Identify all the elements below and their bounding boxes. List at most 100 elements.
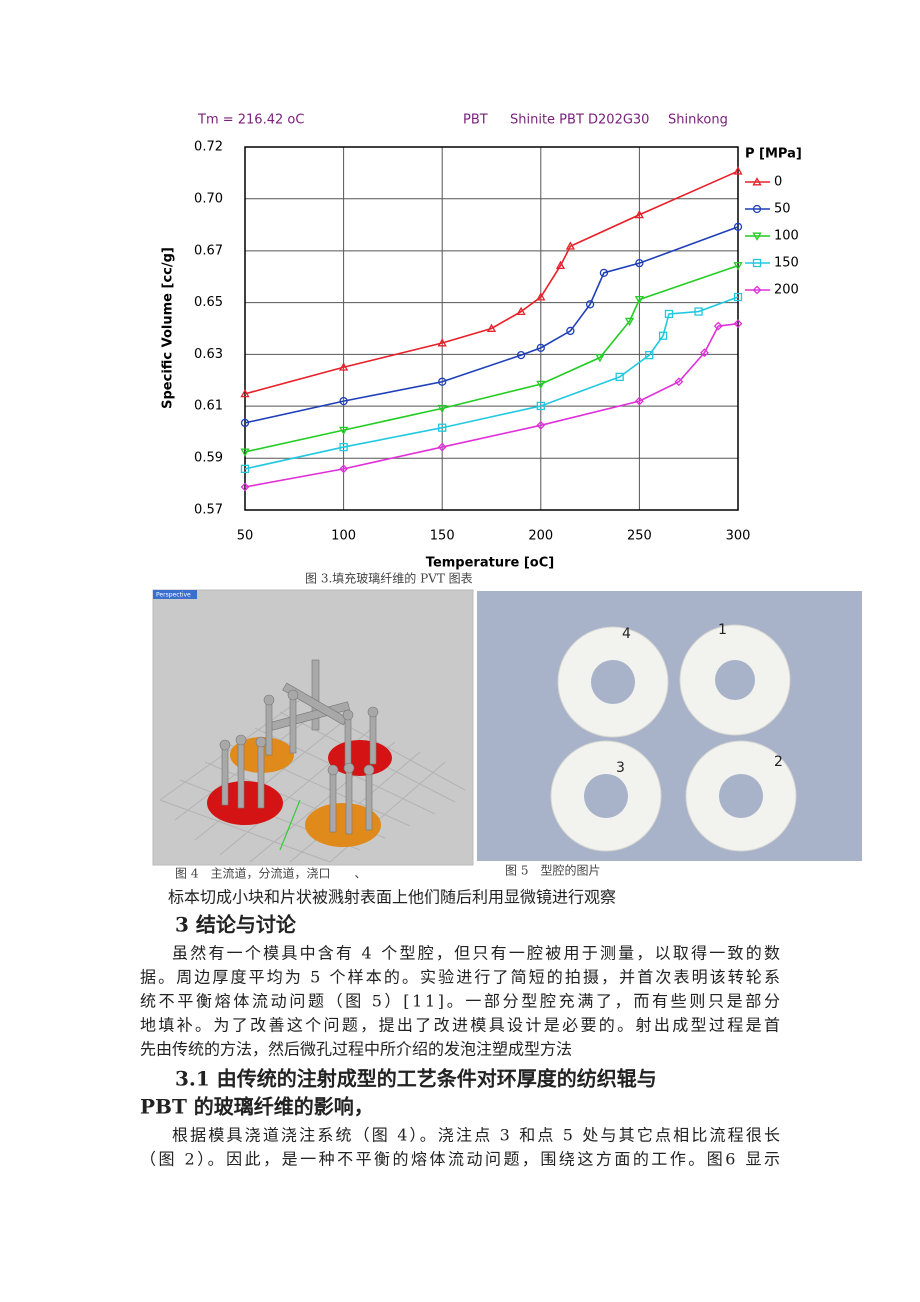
photo-label: 1 xyxy=(718,622,727,638)
marker xyxy=(565,241,575,250)
x-tick-label: 50 xyxy=(237,529,254,544)
y-tick-label: 0.65 xyxy=(194,295,223,310)
marker xyxy=(585,300,595,309)
marker xyxy=(536,380,546,389)
section-heading: PBT 的玻璃纤维的影响， xyxy=(140,1095,374,1119)
marker xyxy=(438,423,447,432)
paragraph-line: 虽然有一个模具中含有 4 个型腔，但只有一腔被用于测量，以取得一致的数 xyxy=(172,944,780,963)
marker xyxy=(536,401,545,411)
chart-header: PBT xyxy=(463,113,488,128)
photo-label: 3 xyxy=(616,760,625,776)
y-tick-label: 0.59 xyxy=(194,451,223,466)
marker xyxy=(599,268,609,277)
paragraph-line: 地填补。为了改善这个问题，提出了改进模具设计是必要的。射出成型过程是首 xyxy=(140,1016,780,1035)
marker xyxy=(752,204,762,214)
marker xyxy=(634,396,644,406)
chart-header: Shinite PBT D202G30 xyxy=(510,113,649,128)
legend-label: 0 xyxy=(774,175,782,190)
x-tick-label: 300 xyxy=(726,529,751,544)
section-heading: 3.1 由传统的注射成型的工艺条件对环厚度的纺织辊与 xyxy=(175,1067,657,1091)
series-line xyxy=(244,226,739,424)
marker xyxy=(595,354,605,363)
marker xyxy=(240,389,250,398)
marker xyxy=(536,343,545,353)
paragraph-line: 先由传统的方法，然后微孔过程中所介绍的发泡注塑成型方法 xyxy=(140,1040,572,1059)
marker xyxy=(645,350,654,360)
y-axis-title: Specific Volume [cc/g] xyxy=(161,247,176,409)
marker xyxy=(713,321,723,331)
marker xyxy=(240,464,250,474)
chart-header: Tm = 216.42 oC xyxy=(197,113,304,128)
marker xyxy=(615,372,624,382)
marker xyxy=(536,420,546,430)
figure-caption: 图 4 主流道，分流道，浇口 、 xyxy=(175,867,366,881)
x-axis-title: Temperature [oC] xyxy=(426,556,554,571)
legend-label: 150 xyxy=(774,256,799,271)
series-line xyxy=(244,322,739,488)
paragraph-line: 标本切成小块和片状被溅射表面上他们随后利用显微镜进行观察 xyxy=(168,888,616,907)
marker xyxy=(733,262,743,271)
marker xyxy=(339,442,348,452)
series-line xyxy=(244,296,739,470)
y-tick-label: 0.72 xyxy=(194,140,223,155)
marker xyxy=(437,404,447,414)
marker xyxy=(438,377,447,386)
marker xyxy=(486,323,497,332)
x-tick-label: 100 xyxy=(331,529,356,544)
marker xyxy=(516,306,526,316)
x-tick-label: 150 xyxy=(430,529,455,544)
viewport-label: Perspective xyxy=(156,592,191,599)
marker xyxy=(437,442,447,452)
photo-label: 2 xyxy=(774,754,783,770)
marker xyxy=(240,418,250,428)
section-heading: 3 结论与讨论 xyxy=(175,913,297,937)
marker xyxy=(752,177,762,186)
plot-frame xyxy=(244,146,739,511)
marker xyxy=(536,292,546,301)
marker xyxy=(566,326,575,336)
chart-header: Shinkong xyxy=(668,113,728,128)
paragraph-line: （图 2）。因此，是一种不平衡的熔体流动问题，围绕这方面的工作。图6 显示 xyxy=(140,1150,780,1169)
marker xyxy=(240,482,250,492)
marker xyxy=(658,331,668,340)
marker xyxy=(437,338,447,347)
y-tick-label: 0.63 xyxy=(194,347,223,362)
paragraph-line: 据。周边厚度平均为 5 个样本的。实验进行了简短的拍摄，并首次表明该转轮系 xyxy=(140,968,780,987)
legend-label: 200 xyxy=(774,283,799,298)
marker xyxy=(733,292,743,302)
marker xyxy=(700,348,709,358)
figure-caption: 图 5 型腔的图片 xyxy=(505,863,600,878)
legend-label: 50 xyxy=(774,202,791,217)
marker xyxy=(338,426,349,435)
marker xyxy=(694,307,703,316)
paragraph-line: 根据模具浇道浇注系统（图 4）。浇注点 3 和点 5 处与其它点相比流程很长 xyxy=(172,1126,780,1145)
photo-label: 4 xyxy=(622,626,631,642)
marker xyxy=(635,259,644,268)
y-tick-label: 0.67 xyxy=(194,243,223,258)
legend-label: 100 xyxy=(774,229,799,244)
marker xyxy=(634,296,645,305)
marker xyxy=(664,309,674,319)
marker xyxy=(752,258,762,268)
y-tick-label: 0.61 xyxy=(194,399,223,414)
series-line xyxy=(244,170,739,395)
paragraph-line: 统不平衡熔体流动问题（图 5）[11]。一部分型腔充满了，而有些则只是部分 xyxy=(140,992,780,1011)
marker xyxy=(339,396,348,406)
marker xyxy=(752,285,762,295)
series-line xyxy=(244,264,739,453)
marker xyxy=(752,232,762,241)
marker xyxy=(733,319,743,329)
marker xyxy=(240,448,250,457)
marker xyxy=(634,209,645,219)
marker xyxy=(516,350,526,360)
marker xyxy=(339,464,349,474)
y-tick-label: 0.70 xyxy=(194,191,223,206)
marker xyxy=(555,260,566,270)
x-tick-label: 250 xyxy=(627,529,652,544)
marker xyxy=(733,222,743,232)
marker xyxy=(624,317,635,327)
y-tick-label: 0.57 xyxy=(194,503,223,518)
x-tick-label: 200 xyxy=(528,529,553,544)
